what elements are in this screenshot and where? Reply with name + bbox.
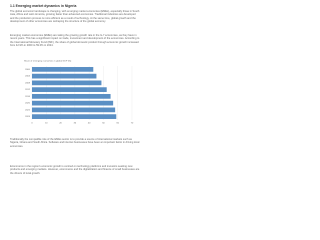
paragraph: Traditionally the compatible role of the… bbox=[10, 138, 140, 148]
chart-title: Share of emerging economies in global GD… bbox=[24, 60, 72, 63]
paragraph: Emerging market economies (EMEs) are tak… bbox=[10, 34, 140, 48]
y-tick-label: 2024 bbox=[25, 116, 31, 118]
x-tick-label: 40 bbox=[88, 123, 91, 125]
y-tick-label: 2000 bbox=[25, 69, 31, 71]
y-tick-label: 2004 bbox=[25, 76, 31, 78]
x-tick-label: 60 bbox=[116, 123, 119, 125]
x-tick-label: 30 bbox=[74, 123, 77, 125]
x-tick-label: 50 bbox=[102, 123, 105, 125]
bar bbox=[32, 73, 97, 79]
y-tick-label: 2012 bbox=[25, 89, 31, 91]
y-tick-label: 2016 bbox=[25, 96, 31, 98]
bar bbox=[32, 114, 117, 119]
bar bbox=[32, 94, 111, 99]
bar bbox=[32, 67, 94, 72]
bar bbox=[32, 107, 116, 113]
chart: Share of emerging economies in global GD… bbox=[24, 60, 134, 125]
x-tick-label: 10 bbox=[45, 123, 48, 125]
x-tick-label: 70 bbox=[131, 123, 134, 125]
x-tick-label: 0 bbox=[31, 123, 33, 125]
y-tick-label: 2022 bbox=[25, 109, 31, 111]
heading: 1.1 Emerging market dynamics in Nigeria bbox=[10, 4, 77, 8]
paragraph: The global economic landscape is changin… bbox=[10, 10, 140, 24]
bar bbox=[32, 100, 114, 106]
bar bbox=[32, 80, 102, 86]
paragraph: Ecommerce in the region's economic growt… bbox=[10, 165, 140, 175]
x-tick-label: 20 bbox=[59, 123, 62, 125]
y-tick-label: 2020 bbox=[25, 103, 31, 105]
y-tick-label: 2008 bbox=[25, 82, 31, 84]
bar bbox=[32, 87, 107, 92]
page: 1.1 Emerging market dynamics in Nigeria … bbox=[0, 0, 149, 198]
